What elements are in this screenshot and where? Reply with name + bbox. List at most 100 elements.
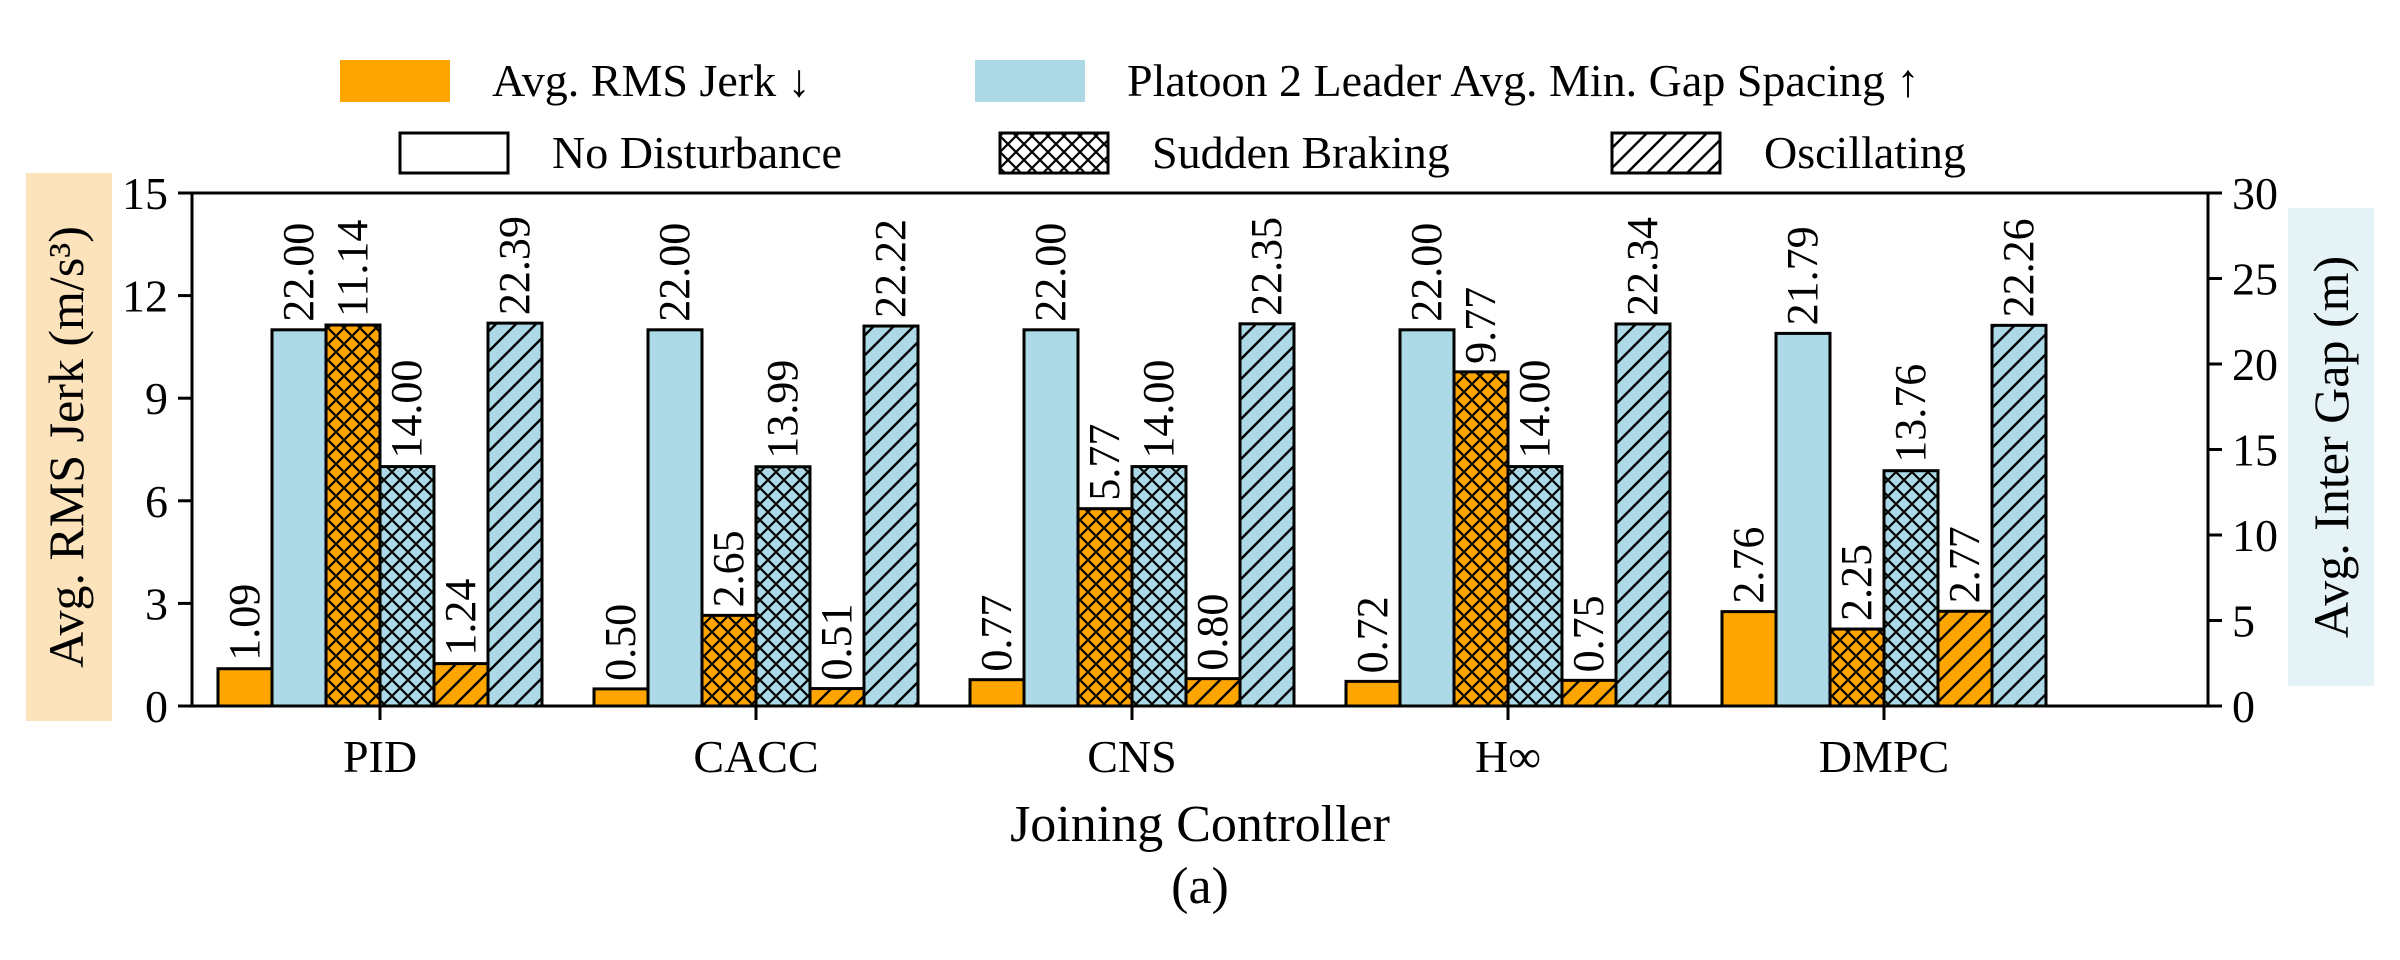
bar-hatch [810,688,864,706]
bar-hatch [1616,323,1670,706]
bar-value-label: 22.39 [490,216,539,315]
right-y-tick-label: 15 [2232,425,2278,476]
right-axis-title-background [2288,208,2374,686]
bar-value-label: 22.00 [650,223,699,322]
x-axis-title: Joining Controller [1010,796,1390,853]
bar-value-label: 22.35 [1242,217,1291,316]
bar-value-label: 0.75 [1564,595,1613,672]
bar [594,688,648,706]
bar-value-label: 2.25 [1832,544,1881,621]
right-axis-title: Avg. Inter Gap (m) [2303,256,2359,638]
right-y-tick-label: 5 [2232,596,2255,647]
bar-value-label: 14.00 [1134,360,1183,459]
legend-label-sudden-braking: Sudden Braking [1152,127,1450,178]
right-y-tick-label: 20 [2232,339,2278,390]
bar-hatch [1454,371,1508,706]
bar-value-label: 21.79 [1778,226,1827,325]
bar-value-label: 0.51 [812,604,861,681]
x-tick-label: DMPC [1819,731,1949,782]
bar [1346,681,1400,706]
right-y-tick-label: 30 [2232,168,2278,219]
bar [1400,329,1454,706]
legend-swatch-gap [975,60,1085,102]
bar-hatch [702,615,756,706]
left-axis-title: Avg. RMS Jerk (m/s³) [38,226,94,668]
left-axis-title-background [26,173,112,721]
axes: 0 3 6 9 12 15 0 5 10 15 20 25 30 PID CACC CNS H∞ DMPC [122,168,2278,782]
bar-hatch [1240,323,1294,706]
bar-value-label: 22.00 [1026,223,1075,322]
bar [1776,333,1830,706]
right-y-tick-label: 25 [2232,254,2278,305]
legend-swatch-sudden-braking [998,131,1110,175]
bar [970,679,1024,706]
x-tick-label: CACC [693,731,818,782]
bar-hatch [380,466,434,706]
left-y-tick-label: 0 [145,681,168,732]
x-tick-label: CNS [1087,731,1176,782]
bar [648,329,702,706]
legend-swatch-oscillating [1610,131,1722,175]
legend-swatch-no-disturbance [398,131,510,175]
bar [1024,329,1078,706]
left-y-tick-label: 6 [145,476,168,527]
bar-hatch [488,323,542,706]
bar-hatch [1562,680,1616,706]
bar-value-label: 2.65 [704,530,753,607]
figure-caption: (a) [1171,858,1229,915]
bar-value-label: 14.00 [382,360,431,459]
legend-label-oscillating: Oscillating [1764,127,1966,178]
data-labels: 1.09 0.50 0.77 0.72 2.76 22.00 22.00 22.00 22.00… [220,216,2043,681]
bar-value-label: 22.34 [1618,217,1667,316]
bar-value-label: 22.26 [1994,218,2043,317]
bar-value-label: 14.00 [1510,360,1559,459]
left-y-tick-label: 9 [145,373,168,424]
bar-value-label: 1.24 [436,579,485,656]
bar-value-label: 5.77 [1080,424,1129,501]
bar-value-label: 11.14 [328,220,377,317]
bar-hatch [756,466,810,706]
bar-hatch [1830,629,1884,706]
bar [272,329,326,706]
bar-hatch [326,325,380,706]
left-y-tick-label: 12 [122,271,168,322]
bar-value-label: 0.77 [972,595,1021,672]
x-tick-label: H∞ [1475,731,1541,782]
right-y-tick-label: 0 [2232,681,2255,732]
bar-value-label: 0.72 [1348,596,1397,673]
legend: Avg. RMS Jerk ↓ Platoon 2 Leader Avg. Mi… [340,55,1966,178]
plot-frame [190,191,2210,708]
bar-hatch [1132,466,1186,706]
legend-label-jerk: Avg. RMS Jerk ↓ [492,55,811,106]
bar-value-label: 2.77 [1940,526,1989,603]
bar-hatch [1938,611,1992,706]
bar-value-label: 22.00 [1402,223,1451,322]
bar-hatch [1508,466,1562,706]
bar-hatch [434,663,488,706]
bar-hatch [1884,470,1938,706]
right-y-tick-label: 10 [2232,510,2278,561]
bar-hatch [1078,508,1132,706]
bar [1722,611,1776,706]
legend-label-gap: Platoon 2 Leader Avg. Min. Gap Spacing ↑ [1127,55,1920,106]
bar-value-label: 0.50 [596,604,645,681]
bar-value-label: 22.22 [866,219,915,318]
bars [216,321,2048,708]
bar-value-label: 22.00 [274,223,323,322]
bar-value-label: 9.77 [1456,287,1505,364]
bar-hatch [1992,325,2046,706]
legend-swatch-jerk [340,60,450,102]
bar-value-label: 13.76 [1886,364,1935,463]
left-y-tick-label: 3 [145,578,168,629]
bar-value-label: 1.09 [220,584,269,661]
x-tick-label: PID [343,731,417,782]
left-y-tick-label: 15 [122,168,168,219]
bar-value-label: 13.99 [758,360,807,459]
bar-hatch [1186,678,1240,706]
bar-value-label: 2.76 [1724,527,1773,604]
bar-value-label: 0.80 [1188,594,1237,671]
bar-hatch [864,326,918,706]
legend-label-no-disturbance: No Disturbance [552,127,842,178]
bar [218,668,272,706]
